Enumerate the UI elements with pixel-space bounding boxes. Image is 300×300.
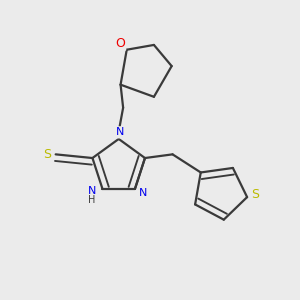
Text: N: N (116, 127, 125, 137)
Text: N: N (139, 188, 147, 198)
Text: S: S (43, 148, 51, 161)
Text: S: S (251, 188, 259, 201)
Text: H: H (88, 195, 96, 205)
Text: O: O (115, 37, 125, 50)
Text: N: N (88, 186, 96, 196)
